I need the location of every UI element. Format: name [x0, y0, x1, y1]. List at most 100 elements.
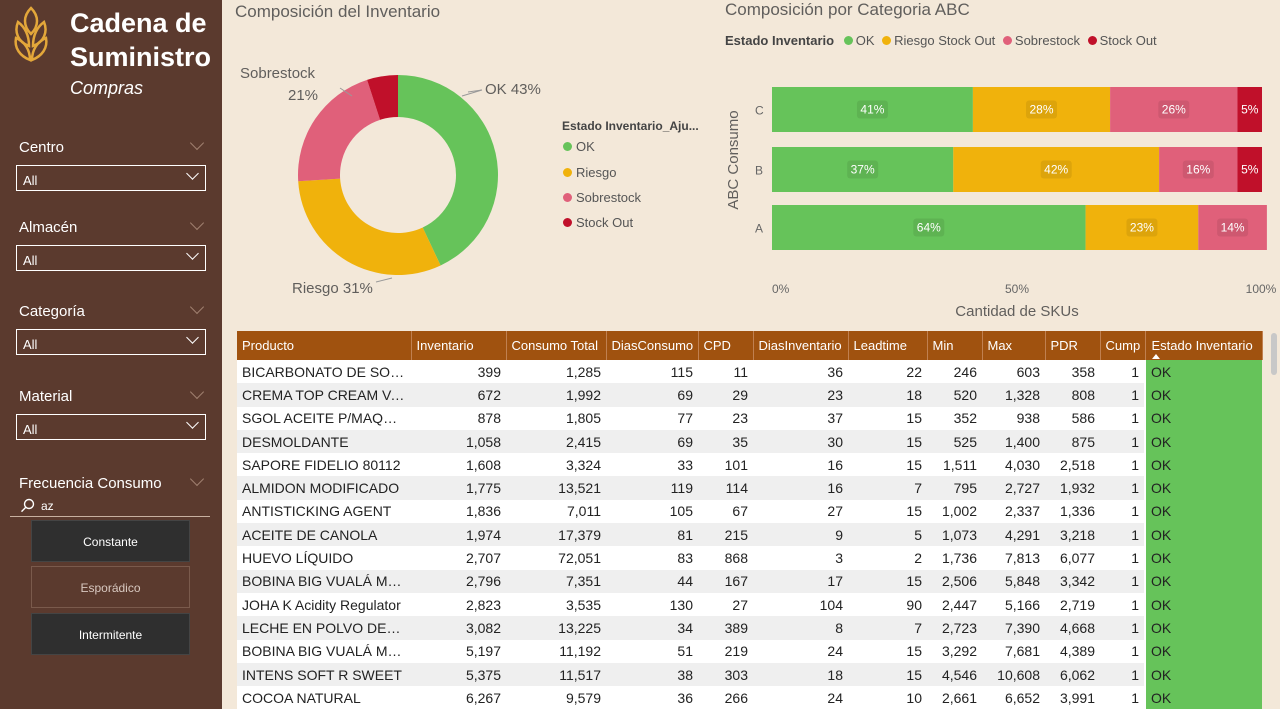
table-cell: 795: [927, 476, 982, 500]
wheat-logo-icon: [14, 6, 48, 62]
chevron-down-icon[interactable]: [189, 471, 205, 487]
column-header[interactable]: Min: [927, 331, 983, 360]
table-cell: 167: [698, 569, 753, 593]
bar-data-label: 41%: [860, 103, 884, 117]
almacen-select[interactable]: All: [16, 245, 206, 271]
bar-segment-stock-out[interactable]: [1237, 87, 1263, 132]
bar-segment-ok[interactable]: [772, 205, 1086, 250]
table-cell: 3,535: [506, 592, 606, 617]
bar-segment-riesgo-stock-out[interactable]: [953, 147, 1160, 192]
table-cell: 1,775: [411, 476, 506, 500]
table-cell: 1,608: [411, 453, 506, 477]
table-row[interactable]: BICARBONATO DE SODIO 399 1,285 115 11 36 22 246…: [237, 360, 1262, 384]
filter-label-material: Material: [19, 388, 73, 405]
donut-slice-riesgo[interactable]: [298, 178, 441, 275]
table-row[interactable]: SGOL ACEITE P/MAQUINA 878 1,805 77 23 37 15 352…: [237, 406, 1262, 430]
donut-slice-stock-out[interactable]: [367, 75, 398, 120]
leader-line: [461, 89, 483, 97]
bar-segment-sobrestock[interactable]: [1159, 147, 1238, 192]
table-row[interactable]: BOBINA BIG VUALÁ MAX 5,197 11,192 51 219 24 15…: [237, 639, 1262, 663]
table-cell: 114: [698, 476, 753, 500]
column-header[interactable]: PDR: [1045, 331, 1101, 360]
bar-segment-stock-out[interactable]: [1237, 147, 1263, 192]
frecuencia-esporadico-button[interactable]: Esporádico: [31, 566, 190, 608]
status-cell: OK: [1144, 429, 1262, 454]
table-cell: 24: [753, 639, 848, 663]
table-row[interactable]: DESMOLDANTE 1,058 2,415 69 35 30 15 525 1,400 875…: [237, 429, 1262, 454]
table-cell: 603: [982, 360, 1045, 384]
bar-data-label: 37%: [851, 163, 875, 177]
column-header[interactable]: Estado Inventario: [1145, 331, 1263, 360]
status-cell: OK: [1144, 569, 1262, 593]
table-cell: 808: [1045, 383, 1100, 407]
sort-asc-icon[interactable]: [1151, 354, 1160, 359]
table-cell: 15: [848, 662, 927, 687]
table-row[interactable]: LECHE EN POLVO DESCREMADA3,08213,2253438…: [237, 616, 1262, 640]
column-header[interactable]: Producto: [237, 331, 412, 360]
legend-dot: [563, 193, 572, 202]
column-header[interactable]: Leadtime: [848, 331, 928, 360]
bar-segment-sobrestock[interactable]: [1198, 205, 1267, 250]
column-header[interactable]: DiasConsumo: [606, 331, 699, 360]
bar-data-label: 64%: [917, 221, 941, 235]
donut-chart-title: Composición del Inventario: [235, 2, 441, 21]
column-header[interactable]: Max: [982, 331, 1046, 360]
table-cell: 15: [848, 639, 927, 663]
bar-legend-title: Estado Inventario: [725, 33, 835, 48]
table-row[interactable]: ACEITE DE CANOLA 1,974 17,379 81 215 9 5 1,073 4…: [237, 523, 1262, 547]
table-cell: 5: [848, 523, 927, 547]
donut-slice-sobrestock[interactable]: [298, 79, 381, 182]
bar-segment-sobrestock[interactable]: [1110, 87, 1238, 132]
frecuencia-search-input[interactable]: az: [10, 496, 210, 517]
table-cell: 130: [606, 592, 698, 617]
table-row[interactable]: CREMA TOP CREAM VAINILLA6721,99269292318…: [237, 383, 1262, 407]
bar-segment-ok[interactable]: [772, 147, 954, 192]
column-header[interactable]: CPD: [698, 331, 754, 360]
material-select[interactable]: All: [16, 414, 206, 440]
chevron-down-icon[interactable]: [189, 384, 205, 400]
table-row[interactable]: COCOA NATURAL 6,267 9,579 36 266 24 10 2,661 6,6…: [237, 686, 1262, 709]
bar-legend-item: Sobrestock: [1002, 33, 1080, 48]
table-row[interactable]: BOBINA BIG VUALÁ MANI 2,796 7,351 44 167 17 15…: [237, 569, 1262, 593]
table-cell: 7,011: [506, 499, 606, 524]
categoria-select[interactable]: All: [16, 329, 206, 355]
centro-select[interactable]: All: [16, 165, 206, 191]
column-header[interactable]: DiasInventario: [753, 331, 849, 360]
frecuencia-constante-button[interactable]: Constante: [31, 520, 190, 562]
data-label-bg: [856, 100, 888, 119]
bar-legend: Estado Inventario OK Riesgo Stock Out So…: [725, 33, 1161, 48]
table-row[interactable]: HUEVO LÍQUIDO 2,707 72,051 83 868 3 2 1,736 7,81…: [237, 546, 1262, 570]
table-cell: 1,002: [927, 499, 982, 524]
table-scrollbar[interactable]: [1271, 333, 1277, 375]
table-cell: 3,218: [1045, 523, 1100, 547]
bar-segment-ok[interactable]: [772, 87, 973, 132]
donut-slice-ok[interactable]: [398, 75, 498, 266]
table-cell: 4,668: [1045, 616, 1100, 640]
column-header[interactable]: Consumo Total: [506, 331, 607, 360]
table-row[interactable]: SAPORE FIDELIO 80112 1,608 3,324 33 101 16 15 1…: [237, 453, 1262, 477]
table-cell: 1: [1100, 686, 1145, 709]
frecuencia-intermitente-button[interactable]: Intermitente: [31, 613, 190, 655]
table-row[interactable]: INTENS SOFT R SWEET 5,375 11,517 38 303 18 15 4…: [237, 662, 1262, 687]
sidebar: Cadena de Suministro Compras Centro All …: [0, 0, 222, 709]
status-cell: OK: [1144, 360, 1262, 384]
table-row[interactable]: ALMIDON MODIFICADO 1,775 13,521 119 114 16 7 79…: [237, 476, 1262, 500]
table-cell: 10,608: [982, 662, 1045, 687]
column-header[interactable]: Inventario: [411, 331, 507, 360]
select-value: All: [23, 173, 38, 188]
table-cell: 352: [927, 406, 982, 430]
table-cell: 1: [1100, 662, 1145, 687]
table-cell: 1,058: [411, 429, 506, 454]
table-cell: COCOA NATURAL: [237, 686, 411, 709]
bar-segment-riesgo-stock-out[interactable]: [1085, 205, 1199, 250]
table-row[interactable]: JOHA K Acidity Regulator 2,823 3,535 130 27 1…: [237, 592, 1262, 617]
table-cell: 15: [848, 569, 927, 593]
table-cell: 1,073: [927, 523, 982, 547]
column-header[interactable]: Cump: [1100, 331, 1146, 360]
bar-segment-riesgo-stock-out[interactable]: [972, 87, 1111, 132]
table-cell: 36: [753, 360, 848, 384]
table-cell: 2,506: [927, 569, 982, 593]
status-cell: OK: [1144, 383, 1262, 407]
bar-legend-item: Stock Out: [1087, 33, 1157, 48]
table-row[interactable]: ANTISTICKING AGENT 1,836 7,011 105 67 27 15 1,0…: [237, 499, 1262, 524]
